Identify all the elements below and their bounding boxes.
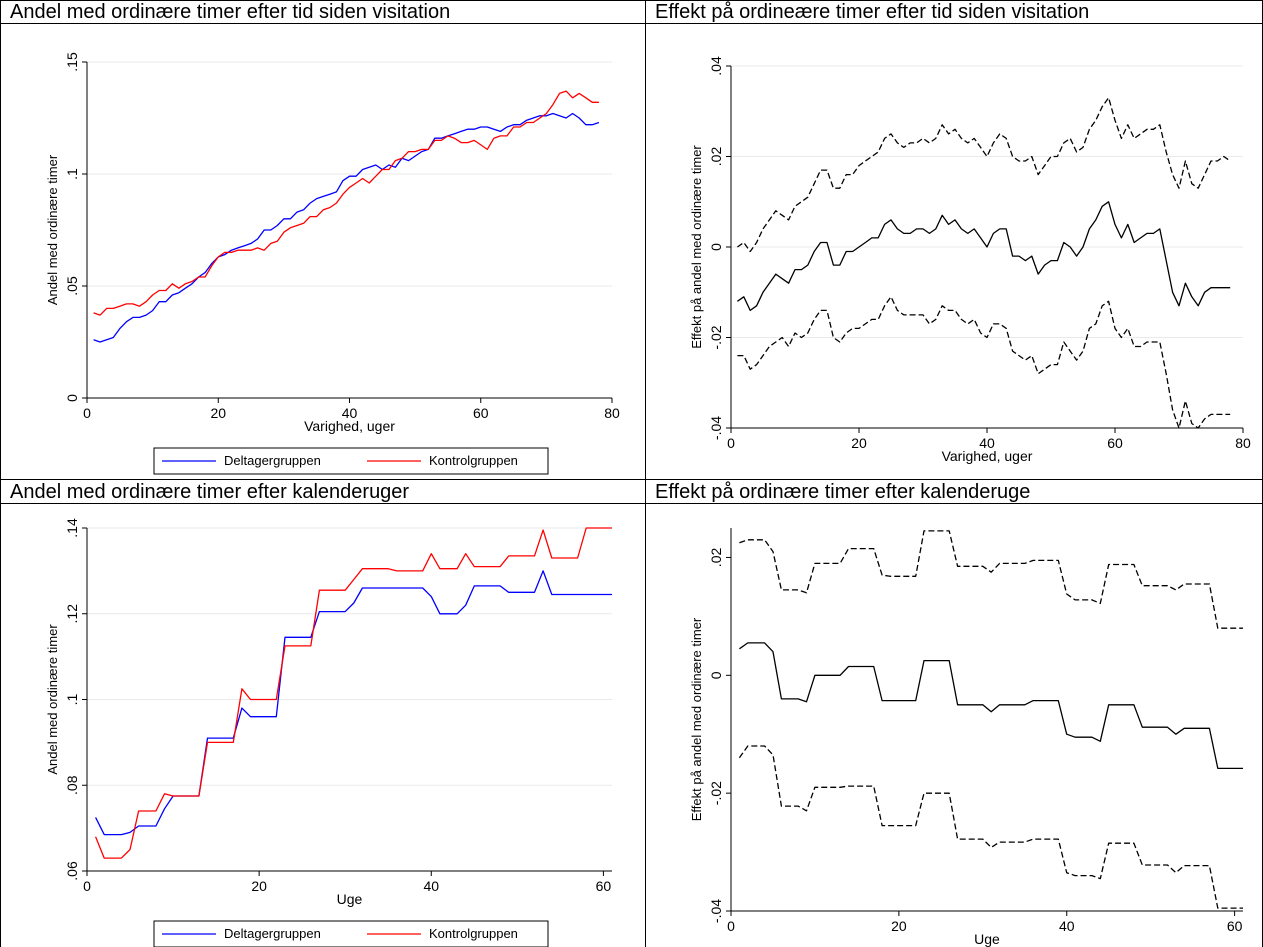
series-line-deltagergruppen	[95, 570, 612, 836]
point-estimate-line	[739, 642, 1243, 770]
y-tick-label: -.02	[708, 325, 724, 349]
x-tick-label: 80	[1235, 435, 1251, 451]
y-tick-label: .08	[64, 775, 80, 795]
y-axis-title: Andel med ordinære timer	[45, 154, 60, 305]
frame-border-left	[0, 0, 1, 947]
point-estimate-line	[737, 201, 1231, 312]
y-tick-label: -.04	[708, 416, 724, 440]
panel-top-left: Andel med ordinære timer efter tid siden…	[0, 0, 645, 480]
lower-ci-line	[737, 296, 1231, 429]
panel-title: Andel med ordinære timer efter kalenderu…	[0, 480, 645, 504]
legend-label: Deltagergruppen	[224, 453, 321, 468]
y-tick-label: 0	[64, 394, 80, 402]
series-line-kontrolgruppen	[93, 90, 599, 316]
panel-top-right: Effekt på ordineære timer efter tid side…	[645, 0, 1263, 480]
x-tick-label: 20	[851, 435, 867, 451]
x-tick-label: 0	[727, 435, 735, 451]
y-tick-label: -.04	[708, 899, 724, 923]
series-line-kontrolgruppen	[94, 527, 612, 859]
y-tick-label: .02	[708, 147, 724, 167]
x-tick-label: 40	[979, 435, 995, 451]
y-tick-label: .12	[64, 604, 80, 624]
y-tick-label: .1	[64, 168, 80, 180]
chart-duration-effect: -.04 -.02 0 .02 .04 0 20 40 60 80 Varighed, uger Ef…	[689, 56, 1251, 464]
y-tick-label: .1	[64, 693, 80, 705]
frame-divider-horizontal	[0, 479, 1263, 480]
legend-label: Kontrolgruppen	[429, 453, 518, 468]
y-tick-label: .05	[64, 276, 80, 296]
x-tick-label: 0	[83, 405, 91, 421]
x-tick-label: 80	[604, 405, 620, 421]
x-tick-label: 40	[342, 405, 358, 421]
x-tick-label: 60	[1227, 918, 1243, 934]
y-tick-label: .04	[708, 56, 724, 76]
panel-title: Effekt på ordinære timer efter kalenderu…	[645, 480, 1263, 504]
y-tick-label: 0	[708, 243, 724, 251]
legend-box	[153, 447, 549, 475]
y-tick-label: .02	[708, 548, 724, 568]
legend-label: Kontrolgruppen	[429, 926, 518, 941]
frame-border-top	[0, 0, 1263, 1]
series-line-deltagergruppen	[93, 112, 600, 343]
y-axis-title: Andel med ordinære timer	[45, 624, 60, 775]
x-tick-label: 0	[83, 878, 91, 894]
lower-ci-line	[738, 745, 1243, 909]
x-tick-label: 60	[596, 878, 612, 894]
legend-label: Deltagergruppen	[224, 926, 321, 941]
legend-box	[153, 920, 549, 947]
y-tick-label: .06	[64, 861, 80, 881]
y-tick-label: .14	[64, 518, 80, 538]
x-axis-title: Uge	[974, 931, 1000, 947]
x-tick-label: 40	[423, 878, 439, 894]
panel-title: Andel med ordinære timer efter tid siden…	[0, 0, 645, 24]
y-tick-label: .15	[64, 52, 80, 72]
panel-title: Effekt på ordineære timer efter tid side…	[645, 0, 1263, 24]
upper-ci-line	[737, 97, 1231, 253]
x-axis-title: Uge	[337, 891, 363, 907]
panel-bottom-left: Andel med ordinære timer efter kalenderu…	[0, 480, 645, 947]
x-tick-label: 0	[727, 918, 735, 934]
y-tick-label: -.02	[708, 781, 724, 805]
x-tick-label: 20	[891, 918, 907, 934]
chart-calendar-share: .06 .08 .1 .12 .14 0 20 40 60 Uge Andel med ordinæ…	[45, 518, 612, 947]
frame-divider-vertical	[645, 0, 646, 947]
y-tick-label: 0	[708, 671, 724, 679]
x-tick-label: 60	[473, 405, 489, 421]
chart-calendar-effect: -.04 -.02 0 .02 0 20 40 60 Uge Effekt på andel me…	[689, 528, 1243, 947]
x-tick-label: 20	[251, 878, 267, 894]
panel-bottom-right: Effekt på ordinære timer efter kalenderu…	[645, 480, 1263, 947]
x-tick-label: 60	[1107, 435, 1123, 451]
x-tick-label: 20	[210, 405, 226, 421]
y-axis-title: Effekt på andel med ordinære timer	[689, 617, 704, 821]
x-tick-label: 40	[1059, 918, 1075, 934]
x-axis-title: Varighed, uger	[304, 418, 395, 434]
chart-duration-share: 0 .05 .1 .15 0 20 40 60 80 Varighed, uger Andel me…	[45, 52, 620, 475]
y-axis-title: Effekt på andel med ordinære timer	[689, 145, 704, 349]
upper-ci-line	[739, 530, 1243, 629]
x-axis-title: Varighed, uger	[942, 448, 1033, 464]
